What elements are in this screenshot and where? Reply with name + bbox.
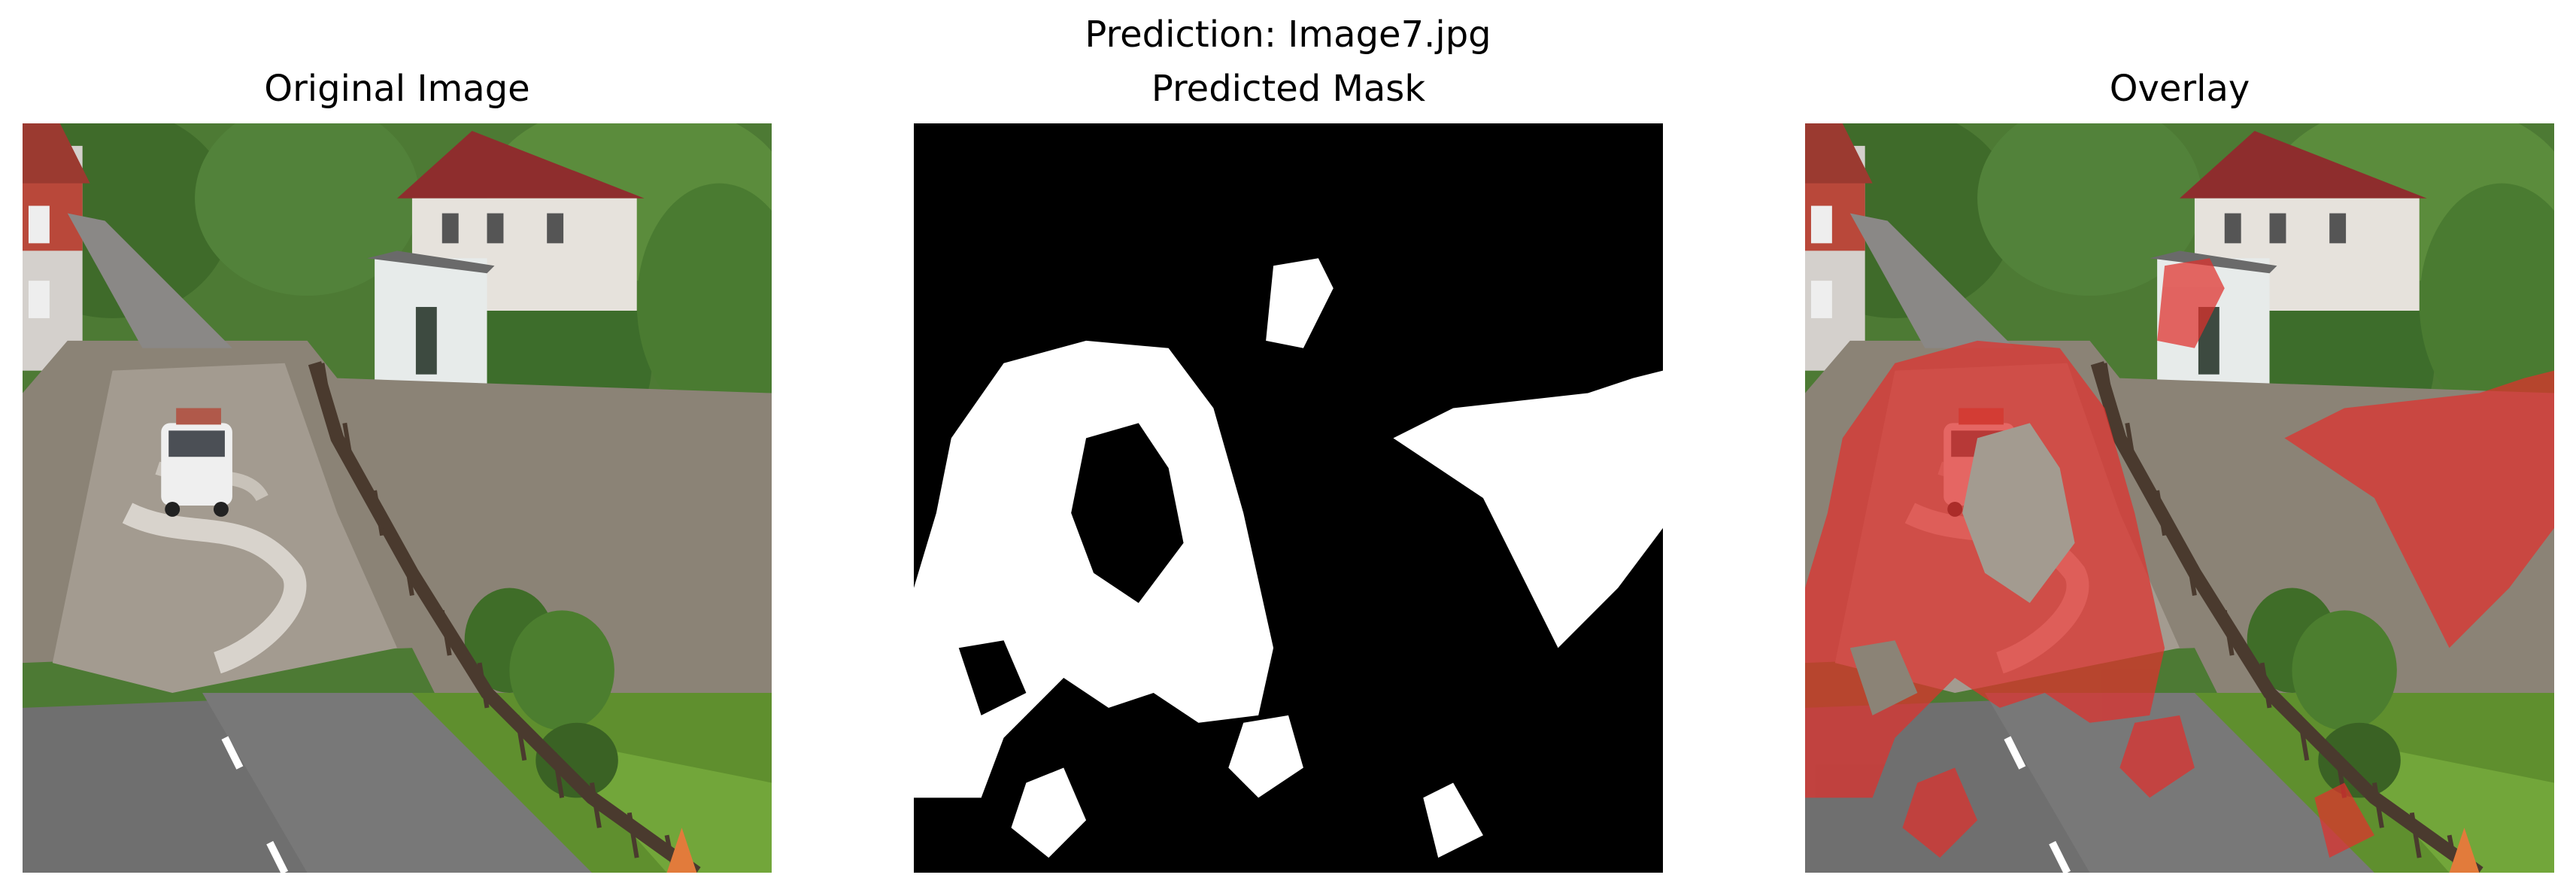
panel-title-original: Original Image <box>264 68 530 110</box>
overlay-image <box>1805 123 2554 873</box>
original-image <box>23 123 772 873</box>
panel-title-mask: Predicted Mask <box>1151 68 1426 110</box>
figure-title: Prediction: Image7.jpg <box>1085 14 1491 56</box>
predicted-mask-image <box>914 123 1663 873</box>
panel-title-overlay: Overlay <box>2109 68 2250 110</box>
